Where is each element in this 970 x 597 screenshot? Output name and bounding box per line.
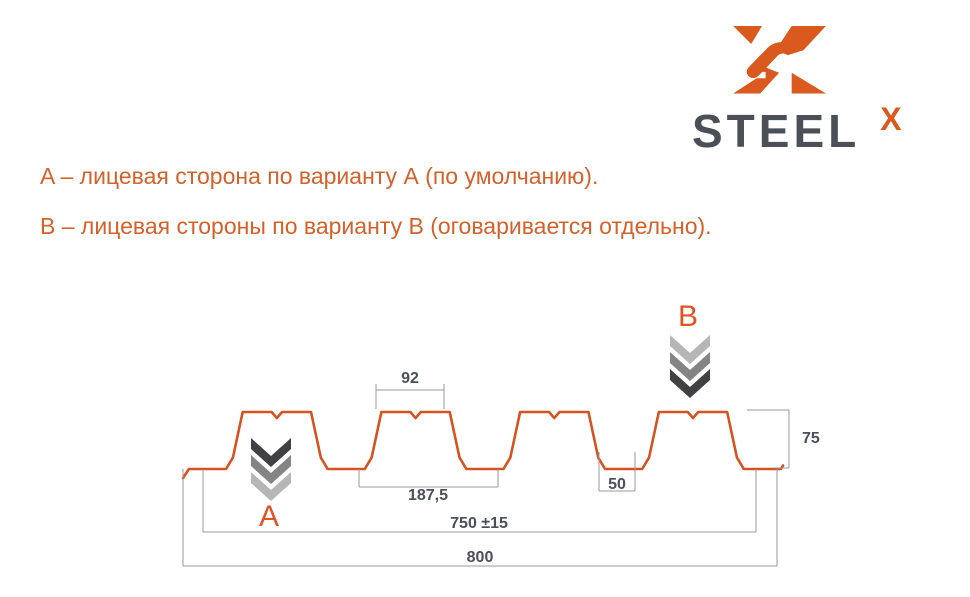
svg-text:50: 50	[608, 476, 626, 493]
svg-text:92: 92	[401, 370, 419, 387]
svg-text:800: 800	[467, 549, 494, 566]
svg-text:750 ±15: 750 ±15	[450, 515, 508, 532]
svg-text:187,5: 187,5	[408, 487, 448, 504]
svg-text:75: 75	[802, 430, 820, 447]
